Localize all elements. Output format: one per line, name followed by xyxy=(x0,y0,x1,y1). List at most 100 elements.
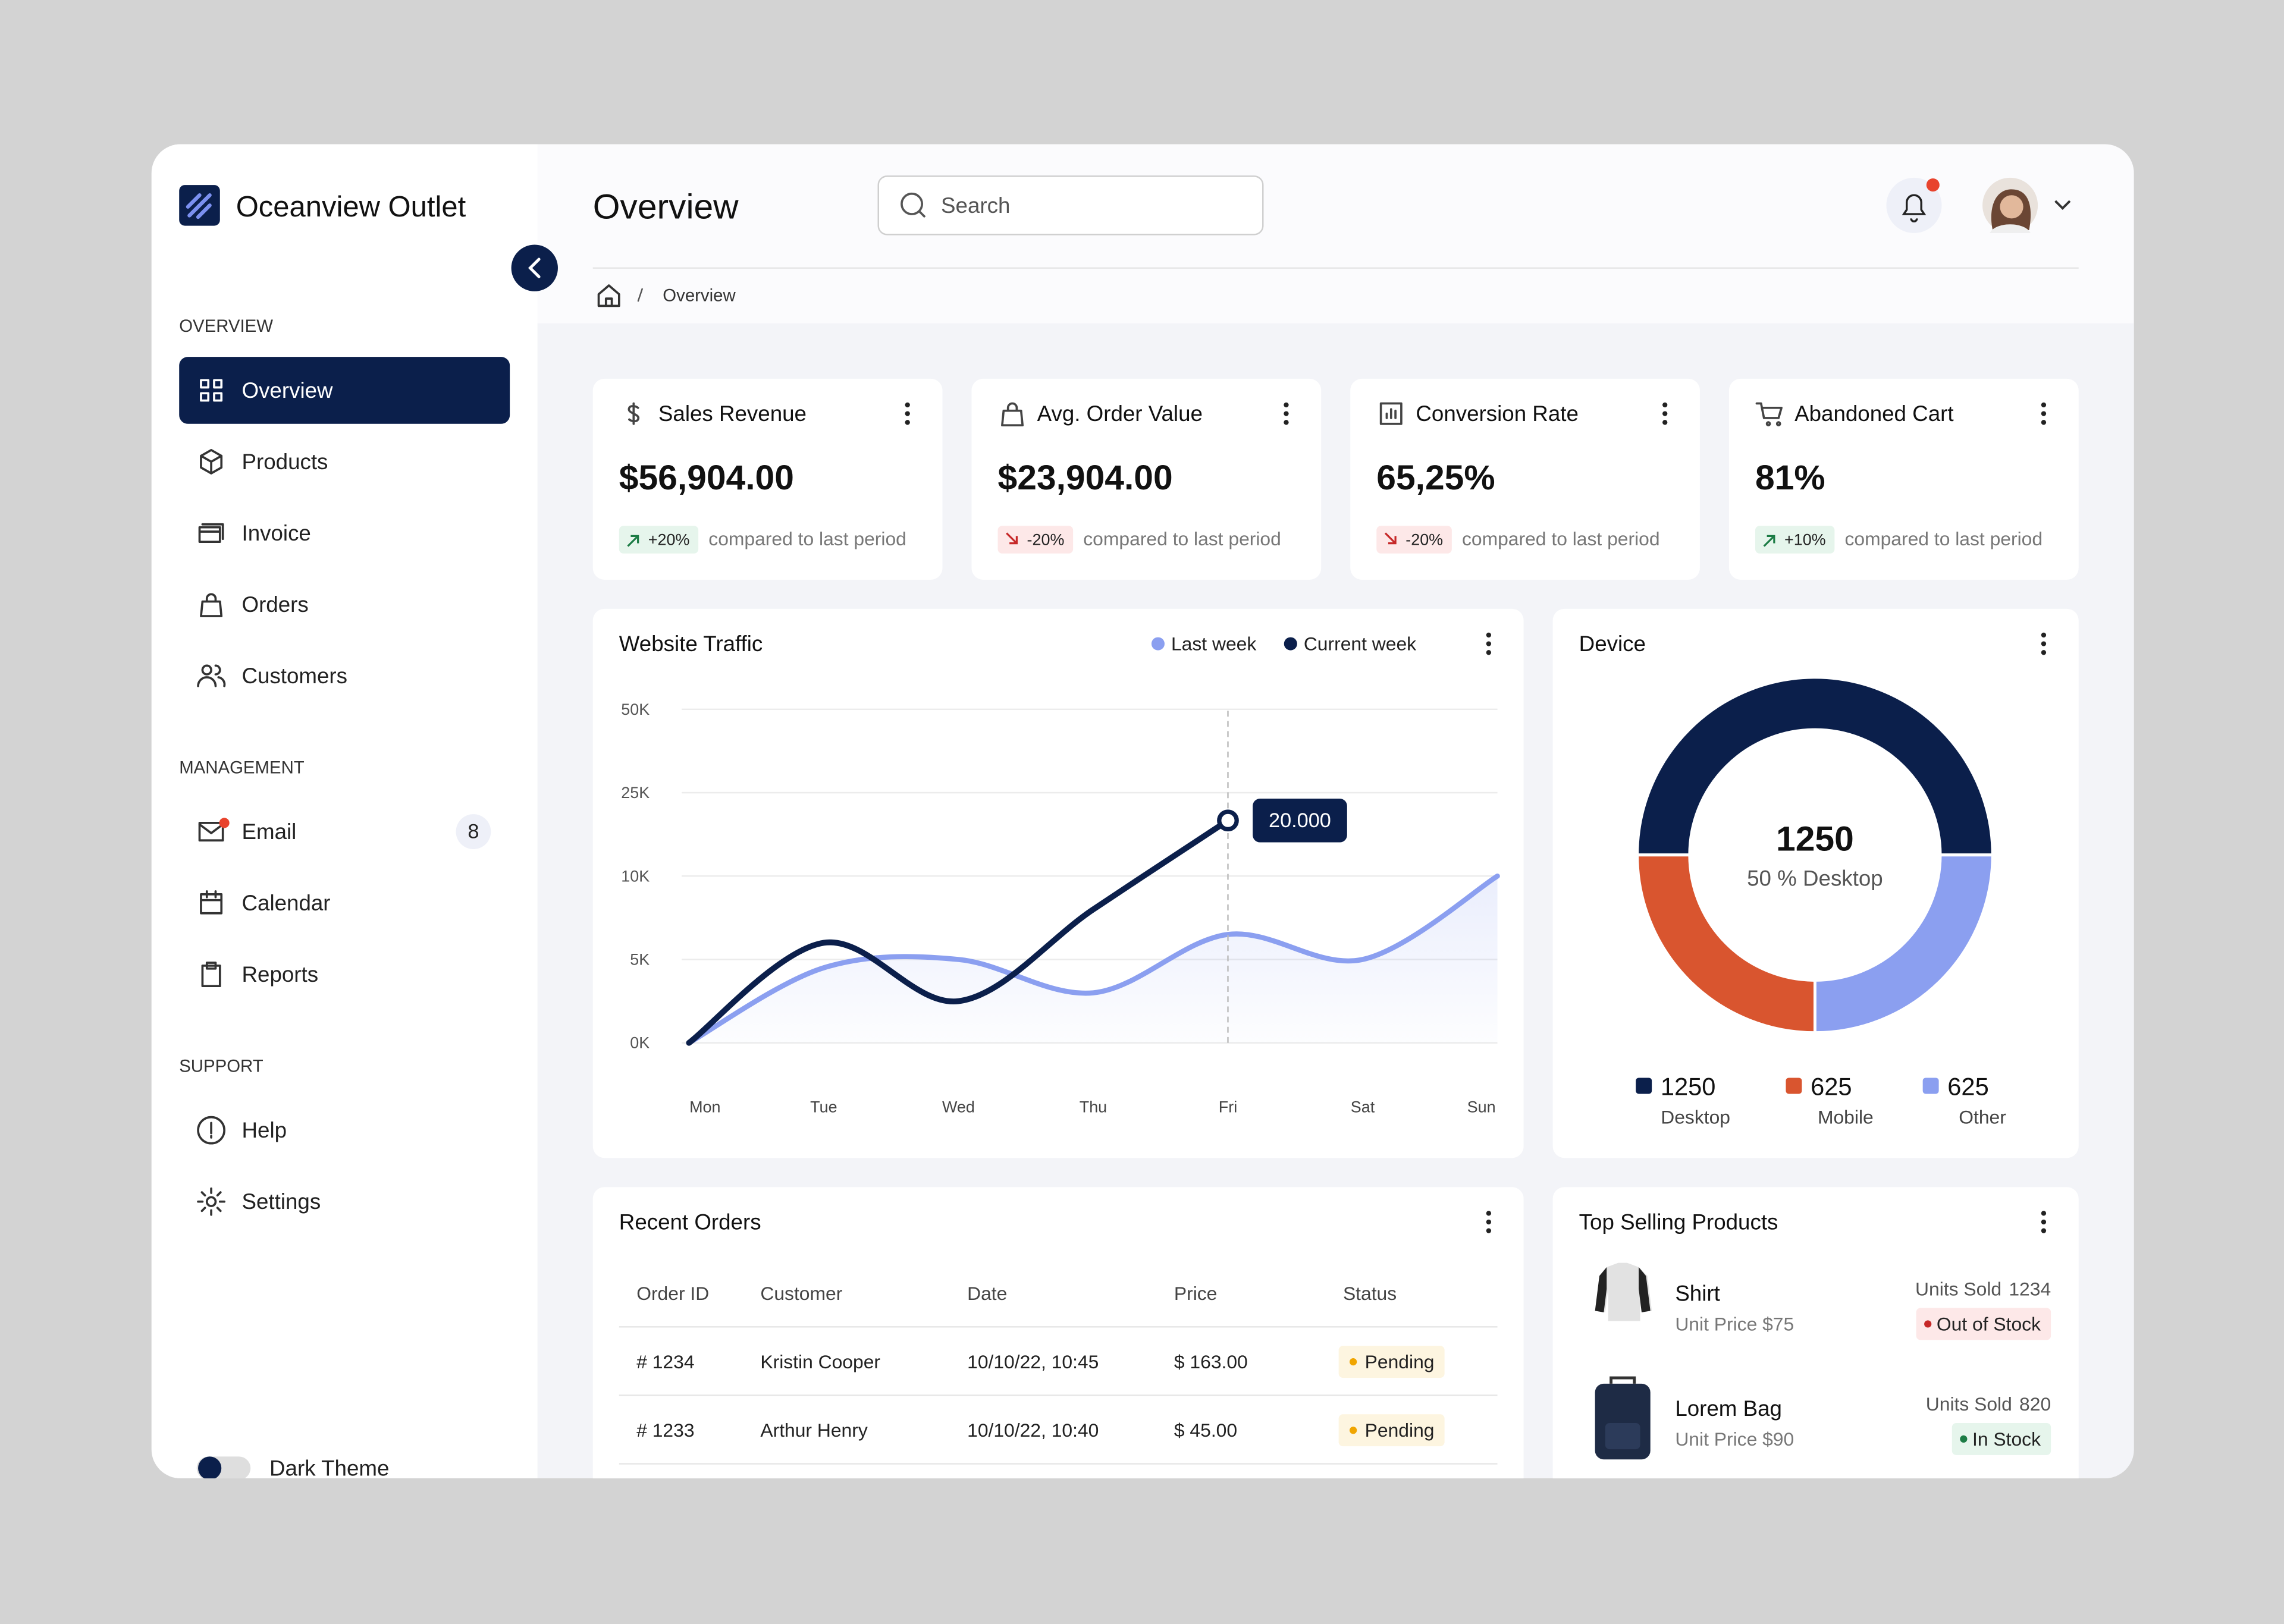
menu-dot xyxy=(2041,402,2047,408)
menu-dot xyxy=(2041,632,2047,638)
menu-dot xyxy=(2041,1219,2047,1225)
section-title: Recent Orders xyxy=(619,1210,761,1234)
kpi-title: Avg. Order Value xyxy=(1037,401,1203,426)
traffic-card xyxy=(592,608,1524,1158)
menu-dot xyxy=(905,411,910,416)
nav-icon xyxy=(200,449,223,475)
legend-value: 1250 xyxy=(1661,1073,1716,1101)
stock-pill xyxy=(1916,1308,2051,1340)
legend-swatch xyxy=(1786,1078,1802,1094)
nav-item[interactable]: Email xyxy=(242,819,297,844)
nav-item[interactable]: Calendar xyxy=(242,891,331,915)
badge: 8 xyxy=(468,821,479,843)
table-cell: # 1233 xyxy=(636,1419,694,1441)
legend-label: Desktop xyxy=(1661,1107,1730,1128)
donut-slice xyxy=(1813,853,1994,1035)
nav-item[interactable]: Invoice xyxy=(242,521,311,545)
x-tick-label: Wed xyxy=(942,1098,975,1116)
kpi-title: Abandoned Cart xyxy=(1794,401,1953,426)
column-header: Price xyxy=(1174,1283,1218,1304)
units-label: Units Sold xyxy=(1926,1393,2012,1415)
donut-center-label: 50 % Desktop xyxy=(1747,866,1883,890)
section-title: OVERVIEW xyxy=(179,316,273,336)
tooltip-bg xyxy=(1253,799,1347,843)
line xyxy=(686,873,1500,1046)
legend-label: Other xyxy=(1959,1107,2006,1128)
menu-dot xyxy=(1486,650,1492,655)
menu-dot xyxy=(1486,641,1492,646)
donut-center-value: 1250 xyxy=(1776,819,1854,858)
units-value: 820 xyxy=(2019,1393,2051,1415)
x-tick-label: Tue xyxy=(810,1098,837,1116)
nav-item[interactable]: Reports xyxy=(242,962,319,987)
product-name: Lorem Bag xyxy=(1675,1396,1782,1421)
donut-slice xyxy=(1636,853,1816,1035)
legend-label: Current week xyxy=(1304,633,1416,655)
stock-dot xyxy=(1924,1320,1932,1328)
x-tick-label: Fri xyxy=(1219,1098,1237,1116)
nav-item[interactable]: Help xyxy=(242,1118,287,1142)
menu-dot xyxy=(1662,402,1668,408)
nav-icon xyxy=(198,822,224,842)
line xyxy=(686,817,1231,1046)
column-header: Customer xyxy=(760,1283,842,1304)
kpi-value: $23,904.00 xyxy=(998,458,1173,497)
y-tick-label: 0K xyxy=(630,1034,650,1052)
bell-button[interactable] xyxy=(1886,177,1942,233)
nav-item[interactable]: Settings xyxy=(242,1189,321,1214)
y-tick-label: 50K xyxy=(621,701,650,718)
nav-icon xyxy=(200,593,223,617)
legend-value: 625 xyxy=(1947,1073,1988,1101)
app-window: Oceanview Outlet OVERVIEW Overview Products… xyxy=(151,144,2134,1480)
logo-stripes xyxy=(186,193,212,219)
x-tick-label: Thu xyxy=(1080,1098,1107,1116)
nav-active-bg xyxy=(179,357,510,424)
nav-icon xyxy=(198,523,224,543)
kpi-value: 81% xyxy=(1755,458,1825,497)
section-title: MANAGEMENT xyxy=(179,758,305,777)
theme-toggle-label[interactable]: Dark Theme xyxy=(269,1456,389,1480)
section-title: SUPPORT xyxy=(179,1056,263,1076)
menu-dot xyxy=(1486,1219,1492,1225)
trend-arrow xyxy=(1384,532,1397,545)
kpi-title: Sales Revenue xyxy=(658,401,807,426)
y-tick-label: 10K xyxy=(621,867,650,885)
nav-item[interactable]: Customers xyxy=(242,664,348,688)
trend-arrow xyxy=(1763,535,1775,547)
table-cell: $ 163.00 xyxy=(1174,1351,1248,1372)
x-tick-label: Sun xyxy=(1467,1098,1496,1116)
kpi-icon xyxy=(628,402,640,425)
unread-dot xyxy=(219,818,230,828)
menu-dot xyxy=(1662,411,1668,416)
y-tick-label: 5K xyxy=(630,950,650,968)
menu-dot xyxy=(1284,402,1289,408)
y-tick-label: 25K xyxy=(621,784,650,802)
home-icon xyxy=(597,284,620,307)
nav-icon xyxy=(200,890,223,915)
table-cell: Arthur Henry xyxy=(760,1419,867,1441)
breadcrumb[interactable]: Overview xyxy=(663,286,736,306)
nav-item[interactable]: Orders xyxy=(242,592,309,617)
legend-swatch xyxy=(1151,637,1165,651)
search-icon-handle xyxy=(918,210,926,218)
area xyxy=(689,876,1498,1043)
nav-item[interactable]: Overview xyxy=(242,378,333,403)
stock-dot xyxy=(1960,1435,1968,1443)
x-tick-label: Sat xyxy=(1351,1098,1375,1116)
avatar-chevron[interactable] xyxy=(2054,200,2071,211)
legend-label: Mobile xyxy=(1818,1107,1874,1128)
tooltip-label: 20.000 xyxy=(1269,809,1331,832)
status-label: Pending xyxy=(1365,1419,1435,1441)
brand-name: Oceanview Outlet xyxy=(236,191,466,223)
table-cell: $ 45.00 xyxy=(1174,1419,1237,1441)
sidebar-bg xyxy=(151,144,538,1479)
kpi-change: +20% xyxy=(648,530,690,548)
kpi-note: compared to last period xyxy=(1844,528,2043,549)
nav-item[interactable]: Products xyxy=(242,450,328,474)
chart-title: Website Traffic xyxy=(619,632,763,656)
search-box[interactable] xyxy=(877,175,1264,235)
kpi-icon xyxy=(1379,402,1403,425)
collapse-button[interactable] xyxy=(511,244,558,291)
legend-swatch xyxy=(1922,1078,1939,1094)
